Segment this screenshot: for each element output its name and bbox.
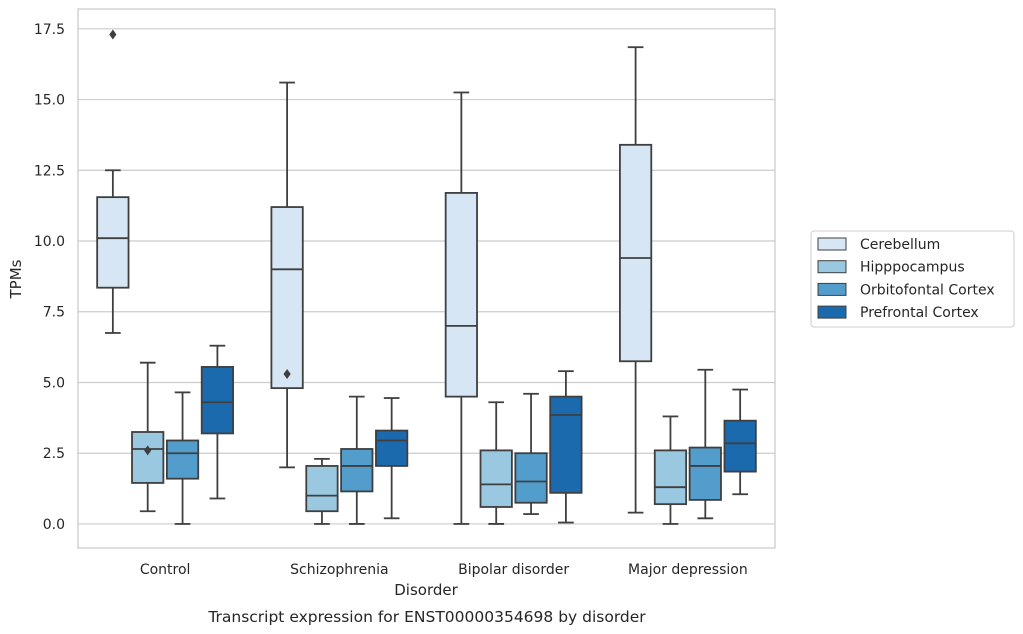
box-3-0 <box>619 46 653 514</box>
y-tick-label: 0.0 <box>43 517 65 533</box>
y-tick-labels: 0.0 2.5 5.0 7.5 10.0 12.5 15.0 17.5 <box>34 22 65 533</box>
box-2-2 <box>514 392 548 515</box>
y-tick-label: 17.5 <box>34 22 65 38</box>
box-2-0 <box>444 91 478 525</box>
outlier-point <box>144 445 152 456</box>
chart-caption: Transcript expression for ENST0000035469… <box>207 608 646 626</box>
box-iqr <box>479 449 513 508</box>
box-iqr <box>96 196 130 289</box>
y-tick-label: 15.0 <box>34 93 65 109</box>
legend-label: Prefrontal Cortex <box>860 305 979 321</box>
box-1-1 <box>305 457 339 525</box>
box-0-3 <box>200 344 234 500</box>
x-tick-label: Major depression <box>628 562 748 578</box>
box-iqr <box>444 192 478 398</box>
x-tick-labels: Control Schizophrenia Bipolar disorder Majo… <box>140 562 748 578</box>
box-iqr <box>619 143 653 363</box>
box-iqr <box>514 452 548 504</box>
box-2-3 <box>549 370 583 524</box>
x-tick-label: Bipolar disorder <box>458 562 569 578</box>
box-1-3 <box>375 397 409 520</box>
box-iqr <box>131 431 165 484</box>
box-0-2 <box>165 391 200 525</box>
y-tick-label: 12.5 <box>34 163 65 179</box>
box-iqr <box>653 449 688 506</box>
legend-frame <box>810 230 1015 328</box>
y-tick-label: 7.5 <box>43 305 65 321</box>
box-iqr <box>270 206 304 390</box>
box-3-2 <box>688 368 722 520</box>
y-tick-label: 10.0 <box>34 234 65 250</box>
y-tick-label: 2.5 <box>43 446 65 462</box>
x-tick-label: Control <box>140 562 191 578</box>
box-iqr <box>165 439 200 480</box>
legend: Cerebellum Hipppocampus Orbitofontal Corte… <box>810 230 1015 328</box>
box-series <box>96 29 757 525</box>
box-1-0 <box>270 81 304 469</box>
legend-swatch <box>817 282 847 296</box>
legend-swatch <box>817 260 847 274</box>
plot-frame <box>77 8 776 549</box>
legend-label: Hipppocampus <box>860 260 965 276</box>
legend-swatch <box>817 305 847 319</box>
legend-swatch <box>817 237 847 251</box>
box-0-0 <box>96 29 130 334</box>
outlier-point <box>109 29 117 40</box>
y-tick-label: 5.0 <box>43 375 65 391</box>
outlier-point <box>283 368 291 379</box>
x-tick-label: Schizophrenia <box>290 562 388 578</box>
legend-label: Cerebellum <box>860 237 940 253</box>
box-iqr <box>688 446 722 501</box>
box-3-3 <box>723 388 757 496</box>
y-axis-title: TPMs <box>7 259 25 299</box>
box-2-1 <box>479 401 513 525</box>
box-3-1 <box>653 415 688 525</box>
box-iqr <box>549 395 583 494</box>
box-1-2 <box>340 395 374 525</box>
box-iqr <box>305 465 339 513</box>
box-0-1 <box>131 361 165 513</box>
box-iqr <box>375 429 409 467</box>
box-iqr <box>723 419 757 473</box>
legend-label: Orbitofontal Cortex <box>860 282 995 298</box>
x-axis-title: Disorder <box>394 581 458 599</box>
box-iqr <box>200 366 234 435</box>
box-iqr <box>340 448 374 493</box>
